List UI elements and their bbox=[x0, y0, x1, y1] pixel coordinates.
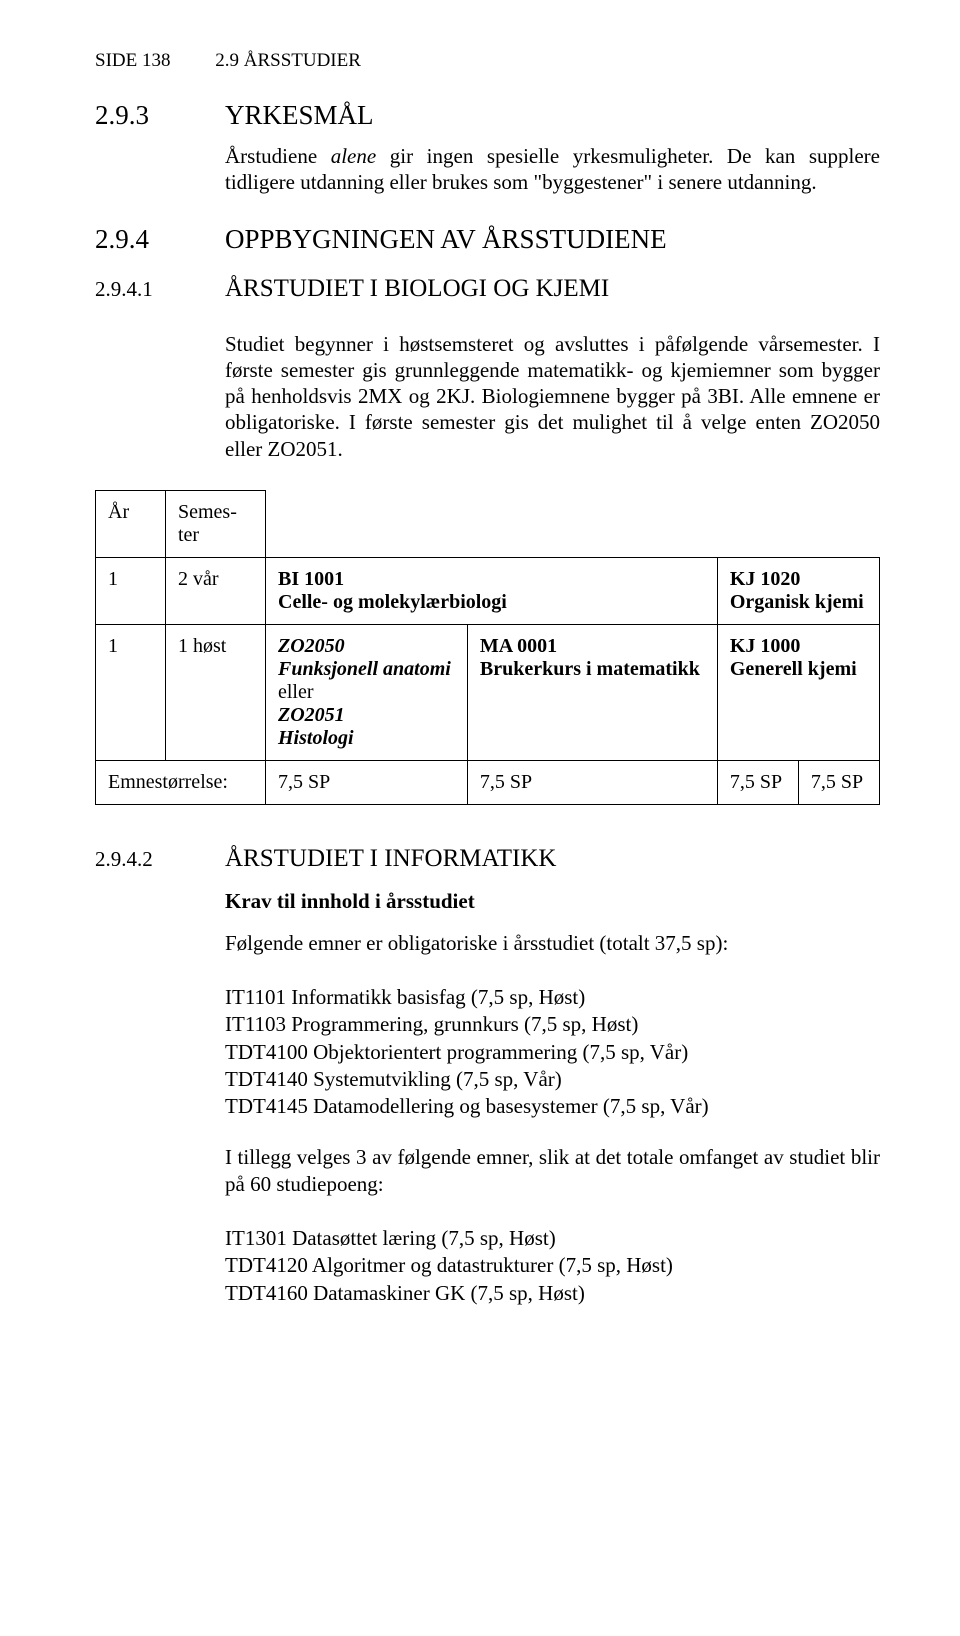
cell-semester: 2 vår bbox=[166, 557, 266, 624]
mid-text: I tillegg velges 3 av følgende emner, sl… bbox=[225, 1144, 880, 1197]
cell-course: ZO2050 Funksjonell anatomi eller ZO2051 … bbox=[266, 624, 468, 760]
course-code: ZO2051 bbox=[278, 704, 345, 726]
cell-year: 1 bbox=[96, 624, 166, 760]
course-table: År Semes- ter 1 2 vår BI 1001 Celle- og … bbox=[95, 490, 880, 805]
list-item: TDT4100 Objektorientert programmering (7… bbox=[225, 1039, 880, 1066]
footer-label: Emnestørrelse: bbox=[96, 760, 266, 804]
section-2-9-3-heading: 2.9.3 YRKESMÅL bbox=[95, 100, 880, 131]
page-header: SIDE 138 2.9 ÅRSSTUDIER bbox=[95, 50, 880, 72]
list-item: IT1103 Programmering, grunnkurs (7,5 sp,… bbox=[225, 1011, 880, 1038]
text-or: eller bbox=[278, 681, 314, 703]
course-name: Histologi bbox=[278, 727, 354, 749]
section-2-9-4-heading: 2.9.4 OPPBYGNINGEN AV ÅRSSTUDIENE bbox=[95, 224, 880, 255]
cell-course: BI 1001 Celle- og molekylærbiologi bbox=[266, 557, 718, 624]
table-footer-row: Emnestørrelse: 7,5 SP 7,5 SP 7,5 SP 7,5 … bbox=[96, 760, 880, 804]
course-code: ZO2050 bbox=[278, 635, 345, 657]
intro-text: Følgende emner er obligatoriske i årsstu… bbox=[225, 930, 880, 956]
section-title: ÅRSTUDIET I INFORMATIKK bbox=[225, 845, 556, 873]
list-item: TDT4120 Algoritmer og datastrukturer (7,… bbox=[225, 1252, 880, 1279]
col-header-semester: Semes- ter bbox=[166, 490, 266, 557]
page: SIDE 138 2.9 ÅRSSTUDIER 2.9.3 YRKESMÅL Å… bbox=[0, 0, 960, 1636]
footer-value: 7,5 SP bbox=[717, 760, 798, 804]
cell-course: KJ 1020 Organisk kjemi bbox=[717, 557, 879, 624]
table-header-row: År Semes- ter bbox=[96, 490, 880, 557]
list-item: TDT4140 Systemutvikling (7,5 sp, Vår) bbox=[225, 1066, 880, 1093]
footer-value: 7,5 SP bbox=[266, 760, 468, 804]
section-number: 2.9.4.1 bbox=[95, 277, 225, 302]
section-number: 2.9.4.2 bbox=[95, 847, 225, 872]
page-number: SIDE 138 bbox=[95, 50, 170, 72]
empty-header-span bbox=[266, 490, 880, 557]
section-2-9-3-body: Årstudiene alene gir ingen spesielle yrk… bbox=[225, 143, 880, 196]
table-row: 1 2 vår BI 1001 Celle- og molekylærbiolo… bbox=[96, 557, 880, 624]
course-name: Funksjonell anatomi bbox=[278, 658, 451, 680]
footer-value: 7,5 SP bbox=[798, 760, 879, 804]
section-title: ÅRSTUDIET I BIOLOGI OG KJEMI bbox=[225, 275, 609, 303]
section-title: YRKESMÅL bbox=[225, 100, 374, 131]
section-2-9-4-1-body: Studiet begynner i høstsemsteret og avsl… bbox=[225, 331, 880, 462]
col-header-year: År bbox=[96, 490, 166, 557]
mandatory-course-list: IT1101 Informatikk basisfag (7,5 sp, Høs… bbox=[225, 984, 880, 1120]
section-2-9-4-1-heading: 2.9.4.1 ÅRSTUDIET I BIOLOGI OG KJEMI bbox=[95, 275, 880, 303]
section-title: OPPBYGNINGEN AV ÅRSSTUDIENE bbox=[225, 224, 667, 255]
section-number: 2.9.4 bbox=[95, 224, 225, 255]
list-item: TDT4145 Datamodellering og basesystemer … bbox=[225, 1093, 880, 1120]
body-text-italic: alene bbox=[331, 144, 376, 168]
list-item: IT1101 Informatikk basisfag (7,5 sp, Høs… bbox=[225, 984, 880, 1011]
elective-course-list: IT1301 Datasøttet læring (7,5 sp, Høst) … bbox=[225, 1225, 880, 1307]
section-2-9-4-2-heading: 2.9.4.2 ÅRSTUDIET I INFORMATIKK bbox=[95, 845, 880, 873]
table-row: 1 1 høst ZO2050 Funksjonell anatomi elle… bbox=[96, 624, 880, 760]
list-item: TDT4160 Datamaskiner GK (7,5 sp, Høst) bbox=[225, 1280, 880, 1307]
list-item: IT1301 Datasøttet læring (7,5 sp, Høst) bbox=[225, 1225, 880, 1252]
cell-course: MA 0001 Brukerkurs i matematikk bbox=[467, 624, 717, 760]
subheading: Krav til innhold i årsstudiet bbox=[225, 889, 880, 914]
header-section-label: 2.9 ÅRSSTUDIER bbox=[215, 50, 361, 72]
cell-course: KJ 1000 Generell kjemi bbox=[717, 624, 879, 760]
cell-semester: 1 høst bbox=[166, 624, 266, 760]
cell-year: 1 bbox=[96, 557, 166, 624]
body-text-pre: Årstudiene bbox=[225, 144, 331, 168]
section-number: 2.9.3 bbox=[95, 100, 225, 131]
footer-value: 7,5 SP bbox=[467, 760, 717, 804]
